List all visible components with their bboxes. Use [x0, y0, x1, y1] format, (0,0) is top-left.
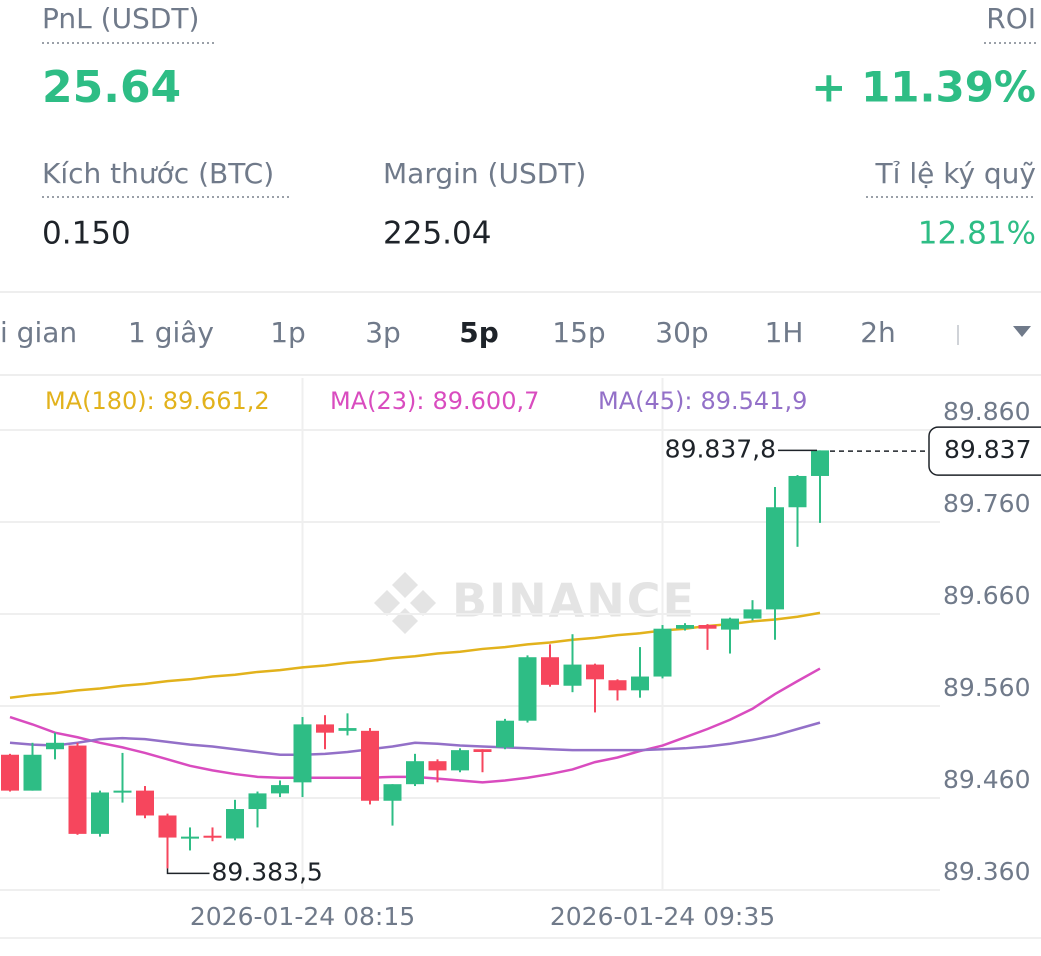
tab[interactable]: 1H: [765, 316, 804, 349]
candle-body: [113, 790, 132, 793]
candle-body: [496, 720, 514, 748]
candle-body: [676, 625, 694, 629]
legend-value: 89.661,2: [163, 387, 270, 415]
roi-label: ROI: [986, 2, 1036, 35]
candle-body: [698, 625, 717, 629]
candle-body: [383, 784, 402, 801]
candle-body: [158, 815, 177, 838]
low-marker: [166, 868, 210, 875]
margin-value: 225.04: [383, 216, 491, 252]
candle-body: [248, 793, 267, 810]
roi-value: + 11.39%: [811, 63, 1036, 112]
candle-body: [428, 761, 447, 771]
candle-body: [518, 657, 537, 721]
candle-body: [23, 754, 42, 791]
candle-body: [46, 742, 64, 750]
last-price-box: [928, 426, 1041, 476]
y-tick-label: 89.860: [943, 397, 1030, 426]
candle-body: [788, 475, 807, 508]
candle-body: [406, 761, 424, 785]
legend-entry: MA(23): 89.600,7: [330, 387, 539, 415]
legend-name: MA(180):: [45, 387, 155, 415]
y-tick-label: 89.460: [943, 765, 1030, 794]
candle-body: [541, 657, 559, 685]
dropdown-arrow[interactable]: [1013, 326, 1031, 337]
pnl-label: PnL (USDT): [42, 2, 199, 35]
legend-name: MA(45):: [598, 387, 692, 415]
margin-ratio-label: Tỉ lệ ký quỹ: [875, 157, 1036, 190]
candle-body: [338, 728, 357, 731]
candle-body: [743, 609, 762, 619]
candle-body: [293, 724, 312, 783]
x-tick-label: 2026-01-24 09:35: [550, 902, 775, 931]
candle-body: [1, 754, 19, 791]
candle-body: [608, 680, 627, 691]
pnl-value: 25.64: [42, 62, 181, 113]
candle-body: [316, 724, 334, 733]
candle-body: [811, 450, 829, 476]
tab[interactable]: 3p: [365, 316, 401, 349]
x-tick-label: 2026-01-24 08:15: [190, 902, 415, 931]
margin-label: Margin (USDT): [383, 157, 586, 190]
watermark: BINANCE: [452, 574, 696, 628]
tab[interactable]: 2h: [860, 316, 896, 349]
y-tick-label: 89.660: [943, 581, 1030, 610]
candle-body: [271, 785, 289, 794]
candle-body: [203, 835, 222, 838]
tab[interactable]: 15p: [552, 316, 605, 349]
candle-body: [68, 745, 87, 834]
candle-body: [226, 809, 244, 839]
candle-body: [631, 676, 649, 691]
tab[interactable]: 1 giây: [128, 316, 214, 349]
watermark-logo: [374, 572, 436, 634]
candle-body: [586, 664, 604, 680]
candle-body: [563, 664, 582, 686]
candle-body: [181, 836, 199, 839]
high-label: 89.837,8: [665, 434, 776, 463]
legend-name: MA(23):: [330, 387, 424, 415]
y-tick-label: 89.760: [943, 489, 1030, 518]
margin-ratio-value: 12.81%: [918, 216, 1036, 252]
candle-body: [361, 730, 379, 801]
candle-body: [136, 790, 154, 816]
legend-value: 89.600,7: [432, 387, 539, 415]
legend-entry: MA(45): 89.541,9: [598, 387, 807, 415]
tab-selected[interactable]: 5p: [459, 316, 499, 349]
size-value: 0.150: [42, 216, 131, 252]
candle-body: [766, 507, 784, 610]
y-tick-label: 89.560: [943, 673, 1030, 702]
tab[interactable]: 1p: [270, 316, 306, 349]
y-tick-label: 89.360: [943, 857, 1030, 886]
candle-body: [473, 749, 492, 752]
candle-body: [451, 750, 469, 771]
candle-body: [91, 792, 109, 834]
size-label: Kích thước (BTC): [42, 157, 274, 190]
legend-value: 89.541,9: [700, 387, 807, 415]
tab[interactable]: 30p: [655, 316, 708, 349]
candle-body: [721, 618, 739, 630]
legend-entry: MA(180): 89.661,2: [45, 387, 270, 415]
tab[interactable]: i gian: [0, 316, 77, 349]
ma-line: [9, 721, 821, 756]
last-price-label: 89.837: [944, 435, 1031, 464]
candle-body: [653, 628, 672, 677]
low-label: 89.383,5: [212, 857, 323, 886]
